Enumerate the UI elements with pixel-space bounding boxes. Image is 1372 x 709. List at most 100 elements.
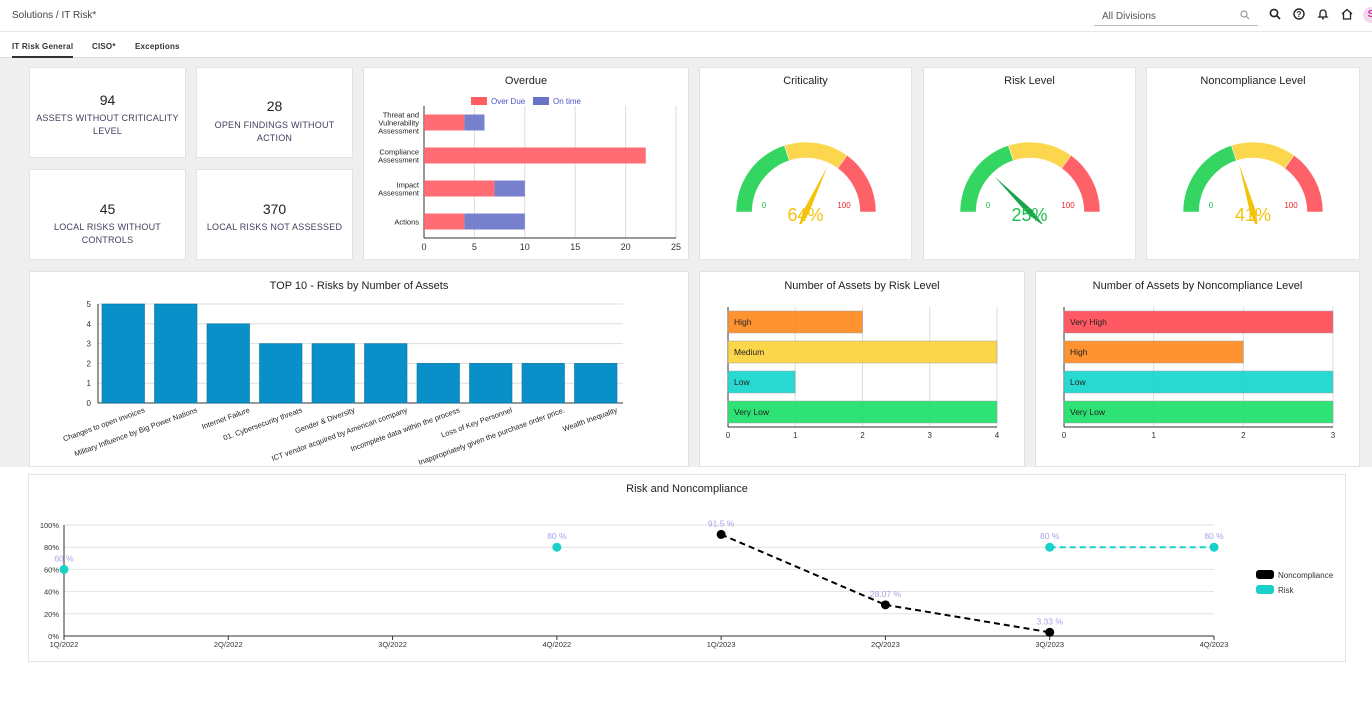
tab-bar: IT Risk General CISO* Exceptions — [0, 38, 1372, 58]
tab-ciso[interactable]: CISO* — [92, 42, 116, 51]
category-label: Actions — [394, 218, 419, 227]
data-point — [552, 542, 562, 552]
gauge-percent: 64% — [787, 205, 824, 225]
assets-risk-level-chart: 0 1 2 3 4 High Medium Low Very Low — [726, 307, 1000, 440]
bar-segment — [494, 180, 525, 197]
y-tick-label: 100% — [40, 521, 60, 530]
kpi-label: OPEN FINDINGS WITHOUT ACTION — [214, 120, 335, 143]
bar-label: Very High — [1070, 317, 1107, 327]
bar — [1063, 400, 1334, 424]
chart-title: Overdue — [504, 75, 548, 87]
x-tick-label: 2 — [1241, 431, 1246, 440]
bar — [1063, 340, 1244, 364]
gauge-needle — [799, 166, 828, 224]
x-tick-label: 1Q/2022 — [50, 640, 79, 649]
gauge-segment — [1231, 141, 1295, 169]
gauge-needle — [994, 176, 1043, 224]
category-label: Threat and — [383, 111, 419, 120]
gauge-segment — [1061, 155, 1101, 213]
overdue-chart: 0 5 10 15 20 25 Over Due On time Threat andVulne… — [378, 97, 681, 252]
gauge-min-label: 0 — [762, 201, 767, 210]
category-label: Assessment — [378, 127, 420, 136]
bell-icon[interactable] — [1317, 8, 1329, 20]
kpi-value: 370 — [262, 201, 287, 217]
top10-chart-card: TOP 10 - Risks by Number of Assets 0 1 2 3 4… — [29, 271, 689, 467]
x-tick-label: 2 — [860, 431, 865, 440]
bar — [469, 363, 513, 404]
bar — [727, 310, 863, 334]
category-label: Compliance — [379, 148, 419, 157]
category-label: Assessment — [378, 189, 420, 198]
data-point — [59, 564, 69, 574]
data-label: 91.5 % — [708, 518, 735, 528]
tab-it-risk-general[interactable]: IT Risk General — [12, 42, 74, 58]
data-label: 3.33 % — [1036, 616, 1063, 626]
x-tick-label: 2Q/2022 — [214, 640, 243, 649]
kpi-card[interactable]: 94 ASSETS WITHOUT CRITICALITY LEVEL — [29, 67, 186, 158]
bar — [727, 400, 998, 424]
x-tick-label: 0 — [726, 431, 731, 440]
legend-label: Over Due — [491, 97, 526, 106]
gauge-card: Noncompliance Level 0 100 41% — [1146, 67, 1360, 260]
bar — [727, 370, 796, 394]
bar-segment — [464, 114, 485, 131]
home-icon[interactable] — [1341, 8, 1353, 20]
category-label: Impact — [396, 181, 419, 190]
bar-label: Low — [1070, 377, 1086, 387]
help-icon[interactable]: ? — [1293, 8, 1305, 20]
y-tick-label: 5 — [87, 300, 92, 309]
x-tick-label: 1 — [793, 431, 798, 440]
gauge-max-label: 100 — [1061, 201, 1075, 210]
division-select-value: All Divisions — [1102, 11, 1156, 22]
gauge-title: Risk Level — [1004, 75, 1055, 87]
bar — [727, 340, 998, 364]
x-tick-label: 4 — [995, 431, 1000, 440]
data-point — [880, 600, 890, 610]
x-tick-label: 1 — [1151, 431, 1156, 440]
breadcrumb[interactable]: Solutions / IT Risk* — [12, 10, 97, 21]
bar — [364, 343, 408, 404]
x-tick-label: 0 — [421, 242, 426, 252]
data-point — [1045, 627, 1055, 637]
y-tick-label: 0% — [48, 632, 59, 641]
data-label: 60 % — [54, 553, 74, 563]
kpi-card[interactable]: 370 LOCAL RISKS NOT ASSESSED — [196, 169, 353, 260]
bar-segment — [424, 114, 465, 131]
y-tick-label: 3 — [87, 340, 92, 349]
data-point — [1209, 542, 1219, 552]
x-tick-label: 4Q/2022 — [542, 640, 571, 649]
x-tick-label: 4Q/2023 — [1200, 640, 1229, 649]
bar — [416, 363, 460, 404]
gauge-min-label: 0 — [1209, 201, 1214, 210]
chart-title: Number of Assets by Noncompliance Level — [1092, 280, 1303, 292]
y-tick-label: 20% — [44, 610, 59, 619]
bar-label: Low — [734, 377, 750, 387]
gauge-segment — [784, 141, 848, 169]
division-select[interactable]: All Divisions — [1094, 6, 1258, 26]
search-icon[interactable] — [1240, 10, 1250, 20]
kpi-card[interactable]: 45 LOCAL RISKS WITHOUT CONTROLS — [29, 169, 186, 260]
assets-noncompliance-card: Number of Assets by Noncompliance Level … — [1035, 271, 1360, 467]
bar — [206, 323, 250, 404]
tab-exceptions[interactable]: Exceptions — [135, 42, 180, 51]
gauge-segment — [1008, 141, 1072, 169]
gauge-percent: 41% — [1234, 205, 1272, 225]
risk-level-gauge: 0 100 — [959, 141, 1101, 224]
gauge-title: Criticality — [783, 75, 828, 87]
x-tick-label: 2Q/2023 — [871, 640, 900, 649]
bar-label: Very Low — [734, 407, 770, 417]
chart-title: TOP 10 - Risks by Number of Assets — [269, 280, 449, 292]
criticality-gauge: 0 100 — [735, 141, 877, 224]
kpi-card[interactable]: 28 OPEN FINDINGS WITHOUT ACTION — [196, 67, 353, 158]
data-point — [716, 529, 726, 539]
bar-segment — [424, 213, 465, 230]
x-tick-label: 20 — [621, 242, 631, 252]
avatar[interactable]: S — [1363, 7, 1372, 23]
x-tick-label: 0 — [1062, 431, 1067, 440]
data-label: 80 % — [1040, 531, 1060, 541]
search-icon[interactable] — [1269, 8, 1281, 20]
category-label: Vulnerability — [378, 119, 419, 128]
bar — [574, 363, 618, 404]
kpi-value: 94 — [99, 92, 116, 108]
y-tick-label: 40% — [44, 588, 59, 597]
